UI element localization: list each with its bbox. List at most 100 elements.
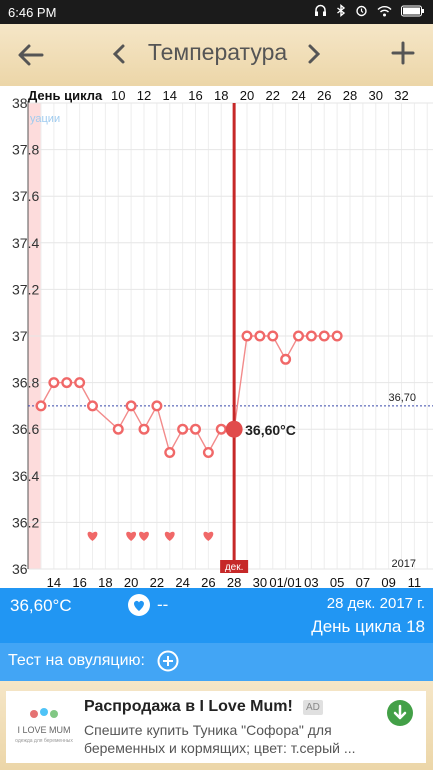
temperature-point xyxy=(164,447,176,459)
ad-badge: AD xyxy=(303,700,323,715)
intercourse-heart-icon xyxy=(203,531,214,541)
temperature-point xyxy=(125,400,137,412)
ovulation-test-label: Тест на овуляцию: xyxy=(8,652,145,669)
add-button[interactable] xyxy=(388,38,418,68)
download-arrow-icon xyxy=(393,704,407,720)
summary-bar: 36,60°C -- 28 дек. 2017 г. День цикла 18 xyxy=(0,588,433,643)
date-tick: 03 xyxy=(304,575,318,588)
intercourse-heart-icon xyxy=(87,531,98,541)
y-tick-label: 36.6 xyxy=(12,421,39,437)
temperature-point xyxy=(318,330,330,342)
temperature-point xyxy=(48,377,60,389)
ad-logo-image: I LOVE MUM одежда для беременных xyxy=(15,708,73,744)
temperature-point xyxy=(267,330,279,342)
intercourse-heart-icon xyxy=(126,531,137,541)
app-header: Температура xyxy=(0,24,433,86)
bluetooth-icon xyxy=(336,4,346,20)
intercourse-heart-icon xyxy=(139,531,149,541)
add-ovulation-test-button[interactable] xyxy=(157,650,179,672)
cycle-day-header: День цикла xyxy=(28,88,103,103)
page-title: Температура xyxy=(147,39,288,65)
ad-text: Спешите купить Туника "Софора" для берем… xyxy=(84,722,356,756)
temperature-point xyxy=(189,423,201,435)
temperature-point xyxy=(280,353,292,365)
temperature-point xyxy=(177,423,189,435)
date-tick: 16 xyxy=(72,575,86,588)
y-tick-label: 37.4 xyxy=(12,235,39,251)
ad-banner[interactable]: I LOVE MUM одежда для беременных Распрод… xyxy=(6,691,426,763)
month-marker-bg xyxy=(220,560,249,573)
chart-svg: 38 37.8 37.6 37.4 37.2 37 36.8 36.6 36.4 36.2 36 Де… xyxy=(0,86,433,590)
selected-date: 28 дек. 2017 г. xyxy=(326,595,425,612)
cycle-day-tick: 24 xyxy=(291,88,305,103)
date-tick: 18 xyxy=(98,575,112,588)
coverline-label: 36,70 xyxy=(388,392,416,404)
ad-logo: I LOVE MUM одежда для беременных xyxy=(12,705,76,749)
temperature-point xyxy=(215,423,227,435)
heart-icon xyxy=(134,600,144,611)
headphones-icon xyxy=(314,4,327,20)
cycle-day-tick: 22 xyxy=(266,88,280,103)
temperature-point xyxy=(151,400,163,412)
battery-icon xyxy=(401,5,425,20)
status-time: 6:46 PM xyxy=(8,4,57,20)
temperature-point xyxy=(35,400,47,412)
sex-value: -- xyxy=(157,595,169,614)
next-chart-button[interactable] xyxy=(304,40,324,68)
cycle-day-tick: 20 xyxy=(240,88,254,103)
chevron-right-icon xyxy=(308,44,321,64)
status-icons xyxy=(314,4,425,20)
svg-text:I LOVE MUM: I LOVE MUM xyxy=(17,725,70,735)
date-tick: 20 xyxy=(124,575,138,588)
ad-download-button[interactable] xyxy=(387,700,413,726)
y-tick-label: 36.4 xyxy=(12,468,39,484)
temperature-point xyxy=(202,447,214,459)
temperature-point xyxy=(138,423,150,435)
temperature-point xyxy=(112,423,124,435)
sex-toggle-button[interactable] xyxy=(128,594,150,616)
cycle-day-tick: 32 xyxy=(394,88,408,103)
date-tick: 01/01 xyxy=(269,575,302,588)
cycle-day-tick: 10 xyxy=(111,88,125,103)
month-marker: дек. xyxy=(225,562,244,573)
ad-container: I LOVE MUM одежда для беременных Распрод… xyxy=(0,681,433,770)
y-tick-label: 38 xyxy=(12,95,28,111)
selected-temperature: 36,60°C xyxy=(10,596,72,615)
y-tick-label: 36 xyxy=(12,561,28,577)
cycle-day-tick: 14 xyxy=(163,88,177,103)
alarm-icon xyxy=(355,4,368,20)
prev-chart-button[interactable] xyxy=(109,40,129,68)
temperature-chart[interactable]: 38 37.8 37.6 37.4 37.2 37 36.8 36.6 36.4 36.2 36 Де… xyxy=(0,86,433,590)
back-button[interactable] xyxy=(14,38,48,72)
selected-value-label: 36,60°C xyxy=(245,422,296,438)
y-tick-label: 36.8 xyxy=(12,375,39,391)
temperature-point xyxy=(254,330,266,342)
cycle-day-tick: 18 xyxy=(214,88,228,103)
ad-title: Распродажа в I Love Mum! xyxy=(84,698,293,715)
temperature-point xyxy=(331,330,343,342)
plus-circle-icon xyxy=(157,650,179,672)
ovulation-test-row: Тест на овуляцию: xyxy=(0,643,433,681)
temperature-point xyxy=(74,377,86,389)
date-tick: 26 xyxy=(201,575,215,588)
selected-point xyxy=(225,420,243,438)
cycle-day-tick: 12 xyxy=(137,88,151,103)
status-bar: 6:46 PM xyxy=(0,0,433,24)
y-tick-label: 37 xyxy=(12,328,28,344)
cycle-day: День цикла 18 xyxy=(311,617,425,636)
temperature-point xyxy=(61,377,73,389)
year-label: 2017 xyxy=(392,558,416,570)
y-tick-label: 37.2 xyxy=(12,281,39,297)
cycle-day-tick: 30 xyxy=(369,88,383,103)
faded-legend-text: уации xyxy=(30,113,60,125)
arrow-left-icon xyxy=(18,44,44,66)
date-tick: 22 xyxy=(150,575,164,588)
temperature-point xyxy=(293,330,305,342)
cycle-day-tick: 26 xyxy=(317,88,331,103)
svg-text:одежда для беременных: одежда для беременных xyxy=(15,738,73,744)
date-tick: 14 xyxy=(47,575,61,588)
date-tick: 30 xyxy=(253,575,267,588)
date-tick: 09 xyxy=(381,575,395,588)
cycle-day-tick: 28 xyxy=(343,88,357,103)
y-tick-label: 36.2 xyxy=(12,514,39,530)
